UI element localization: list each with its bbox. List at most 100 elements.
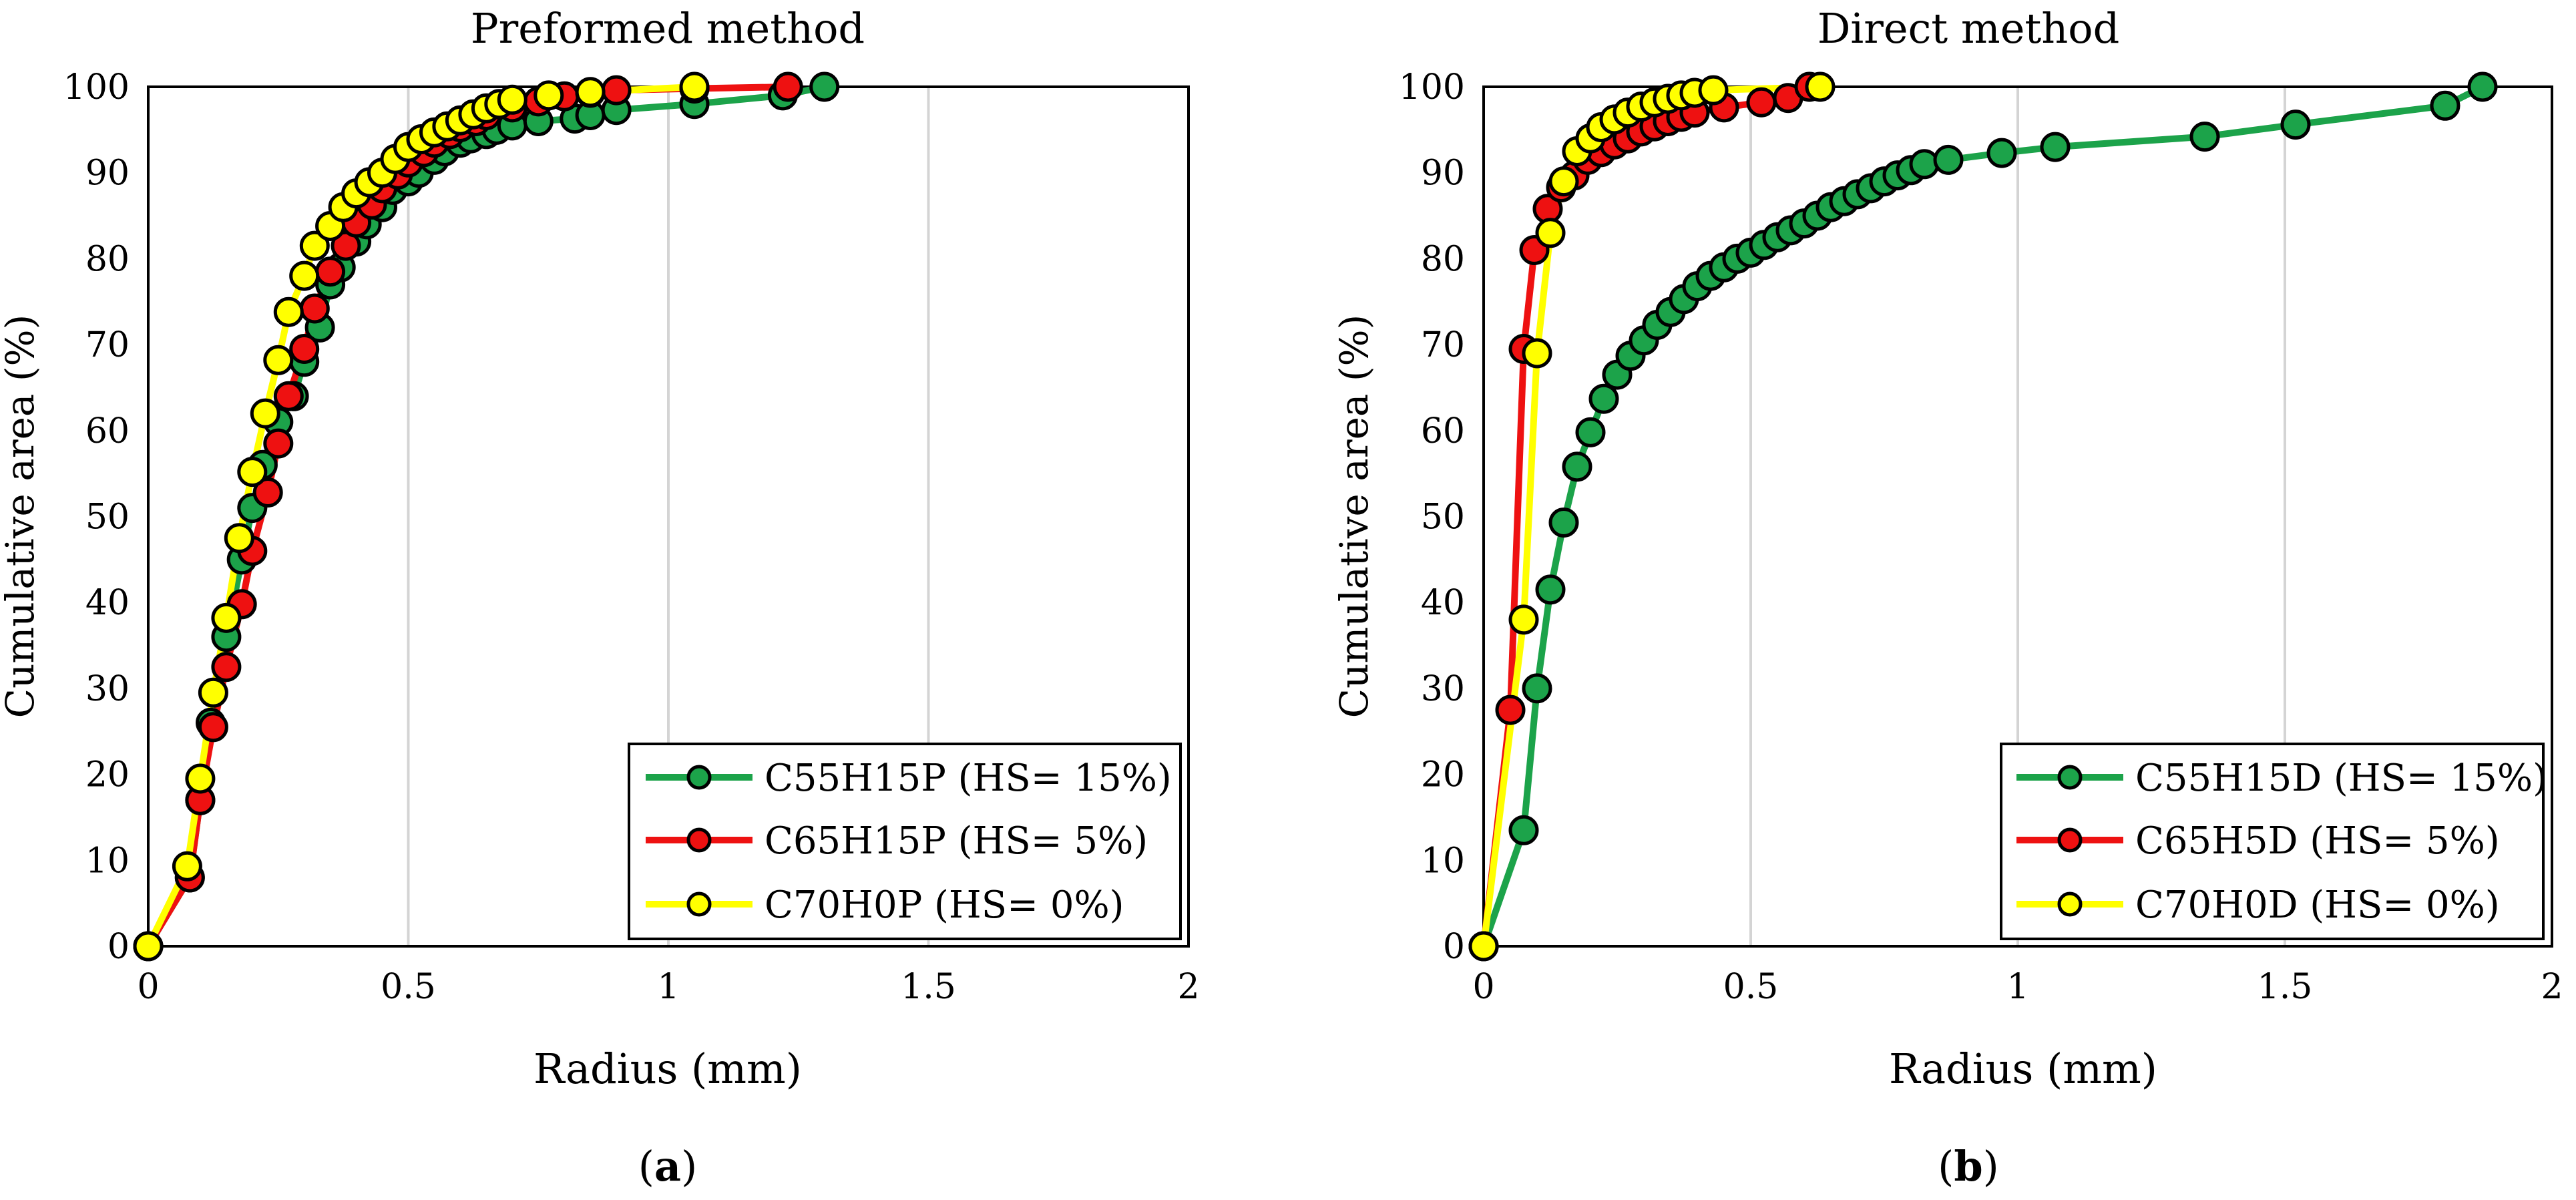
plot-frame	[1482, 85, 2553, 948]
data-point-green	[1588, 383, 1619, 414]
data-point-green	[2430, 90, 2460, 121]
legend-marker-yellow	[2057, 891, 2083, 917]
y-tick-label: 50	[85, 497, 130, 538]
y-tick-labels: 0 10 20 30 40 50 60 70 80 90 100	[1399, 67, 1465, 967]
data-point-yellow	[1548, 166, 1579, 197]
y-tick-label: 90	[1421, 154, 1465, 194]
legend-label: C70H0D (HS= 0%)	[2135, 883, 2500, 927]
x-tick-label: 2	[2541, 967, 2563, 1007]
data-point-yellow	[299, 230, 330, 261]
y-tick-label: 70	[1421, 325, 1465, 365]
legend-label: C55H15D (HS= 15%)	[2135, 757, 2547, 800]
x-tick-label: 1.5	[901, 967, 956, 1007]
data-point-green	[1508, 815, 1539, 845]
chart-title: Preformed method	[471, 4, 865, 53]
y-tick-label: 40	[85, 583, 130, 623]
x-tick-label: 1.5	[2258, 967, 2313, 1007]
y-tick-label: 100	[1399, 67, 1465, 108]
data-point-green	[1986, 138, 2017, 168]
data-point-yellow	[289, 260, 320, 291]
legend-entry: C55H15P (HS= 15%)	[646, 757, 1172, 800]
data-point-green	[809, 71, 840, 102]
data-point-yellow	[273, 296, 304, 327]
legend-label: C70H0P (HS= 0%)	[765, 883, 1124, 927]
y-tick-label: 50	[1421, 497, 1465, 538]
data-point-yellow	[1468, 931, 1499, 962]
data-point-yellow	[237, 457, 268, 487]
y-tick-label: 10	[1421, 841, 1465, 881]
data-point-red	[252, 477, 283, 508]
data-point-green	[1548, 508, 1579, 538]
y-tick-label: 100	[63, 67, 130, 108]
data-point-green	[1535, 574, 1566, 605]
y-tick-label: 30	[85, 669, 130, 709]
data-point-red	[198, 712, 228, 743]
x-tick-label: 0	[137, 967, 159, 1007]
y-tick-label: 80	[1421, 239, 1465, 279]
panel-caption-letter: b	[1954, 1142, 1982, 1191]
x-axis-label: Radius (mm)	[533, 1044, 802, 1093]
data-point-red	[315, 256, 346, 287]
data-point-red	[299, 293, 330, 324]
y-tick-label: 70	[85, 325, 130, 365]
data-point-green	[2467, 71, 2498, 102]
series-layer	[1468, 71, 2498, 962]
data-point-green	[1909, 149, 1940, 180]
y-tick-label: 30	[1421, 669, 1465, 709]
legend-label: C65H5D (HS= 5%)	[2135, 819, 2500, 863]
data-point-green	[1575, 417, 1606, 447]
chart-title: Direct method	[1817, 4, 2120, 53]
y-tick-label: 40	[1421, 583, 1465, 623]
x-tick-label: 0	[1472, 967, 1494, 1007]
data-point-green	[2280, 110, 2311, 140]
x-tick-label: 1	[2006, 967, 2028, 1007]
data-point-green	[1933, 144, 1964, 175]
y-tick-label: 60	[1421, 411, 1465, 451]
legend-entry: C70H0D (HS= 0%)	[2016, 883, 2500, 927]
x-tick-label: 0.5	[1723, 967, 1779, 1007]
y-tick-label: 20	[85, 755, 130, 795]
data-point-yellow	[1698, 75, 1729, 106]
data-point-green	[1522, 673, 1552, 704]
legend-marker-green	[686, 765, 712, 790]
data-point-green	[1562, 451, 1592, 482]
y-tick-label: 60	[85, 411, 130, 451]
legend-marker-green	[2057, 765, 2083, 790]
y-tick-label: 0	[108, 927, 130, 967]
data-point-yellow	[263, 345, 294, 375]
data-point-red	[773, 71, 803, 102]
chart-panel-a: Preformed method 0102030405060708090100 …	[0, 4, 1200, 1191]
legend-entry: C55H15D (HS= 15%)	[2016, 757, 2547, 800]
data-point-red	[263, 428, 294, 459]
data-point-yellow	[1508, 604, 1539, 635]
panel-caption: (b)	[1938, 1142, 1999, 1191]
data-point-yellow	[224, 523, 254, 554]
data-point-green	[2040, 132, 2071, 162]
legend: C55H15P (HS= 15%) C65H15P (HS= 5%) C70H0…	[628, 743, 1182, 940]
data-point-yellow	[185, 763, 216, 794]
data-point-yellow	[172, 851, 202, 881]
legend-marker-red	[686, 827, 712, 853]
series-layer	[133, 71, 840, 962]
y-axis-label: Cumulative area (%)	[1331, 315, 1377, 719]
data-point-yellow	[1535, 218, 1566, 248]
data-point-yellow	[575, 77, 606, 108]
chart-panel-b: Direct method 0 10 20 30 40 50 60 70 80 90 100 0 0.…	[1331, 4, 2563, 1191]
data-point-green	[2189, 122, 2220, 152]
data-point-yellow	[198, 677, 228, 708]
y-tick-label: 20	[1421, 755, 1465, 795]
data-point-red	[601, 75, 632, 106]
data-point-yellow	[250, 398, 280, 429]
data-point-yellow	[1522, 338, 1552, 369]
x-tick-labels: 0 0.5 1 1.5 2	[1472, 967, 2563, 1007]
legend: C55H15D (HS= 15%) C65H5D (HS= 5%) C70H0D…	[2000, 743, 2547, 940]
data-point-red	[289, 334, 320, 364]
data-point-yellow	[497, 84, 527, 115]
y-tick-label: 90	[85, 154, 130, 194]
data-point-yellow	[1805, 71, 1836, 102]
x-tick-label: 1	[657, 967, 679, 1007]
legend-label: C55H15P (HS= 15%)	[765, 757, 1172, 800]
y-tick-label: 80	[85, 239, 130, 279]
x-axis-label: Radius (mm)	[1889, 1044, 2157, 1093]
